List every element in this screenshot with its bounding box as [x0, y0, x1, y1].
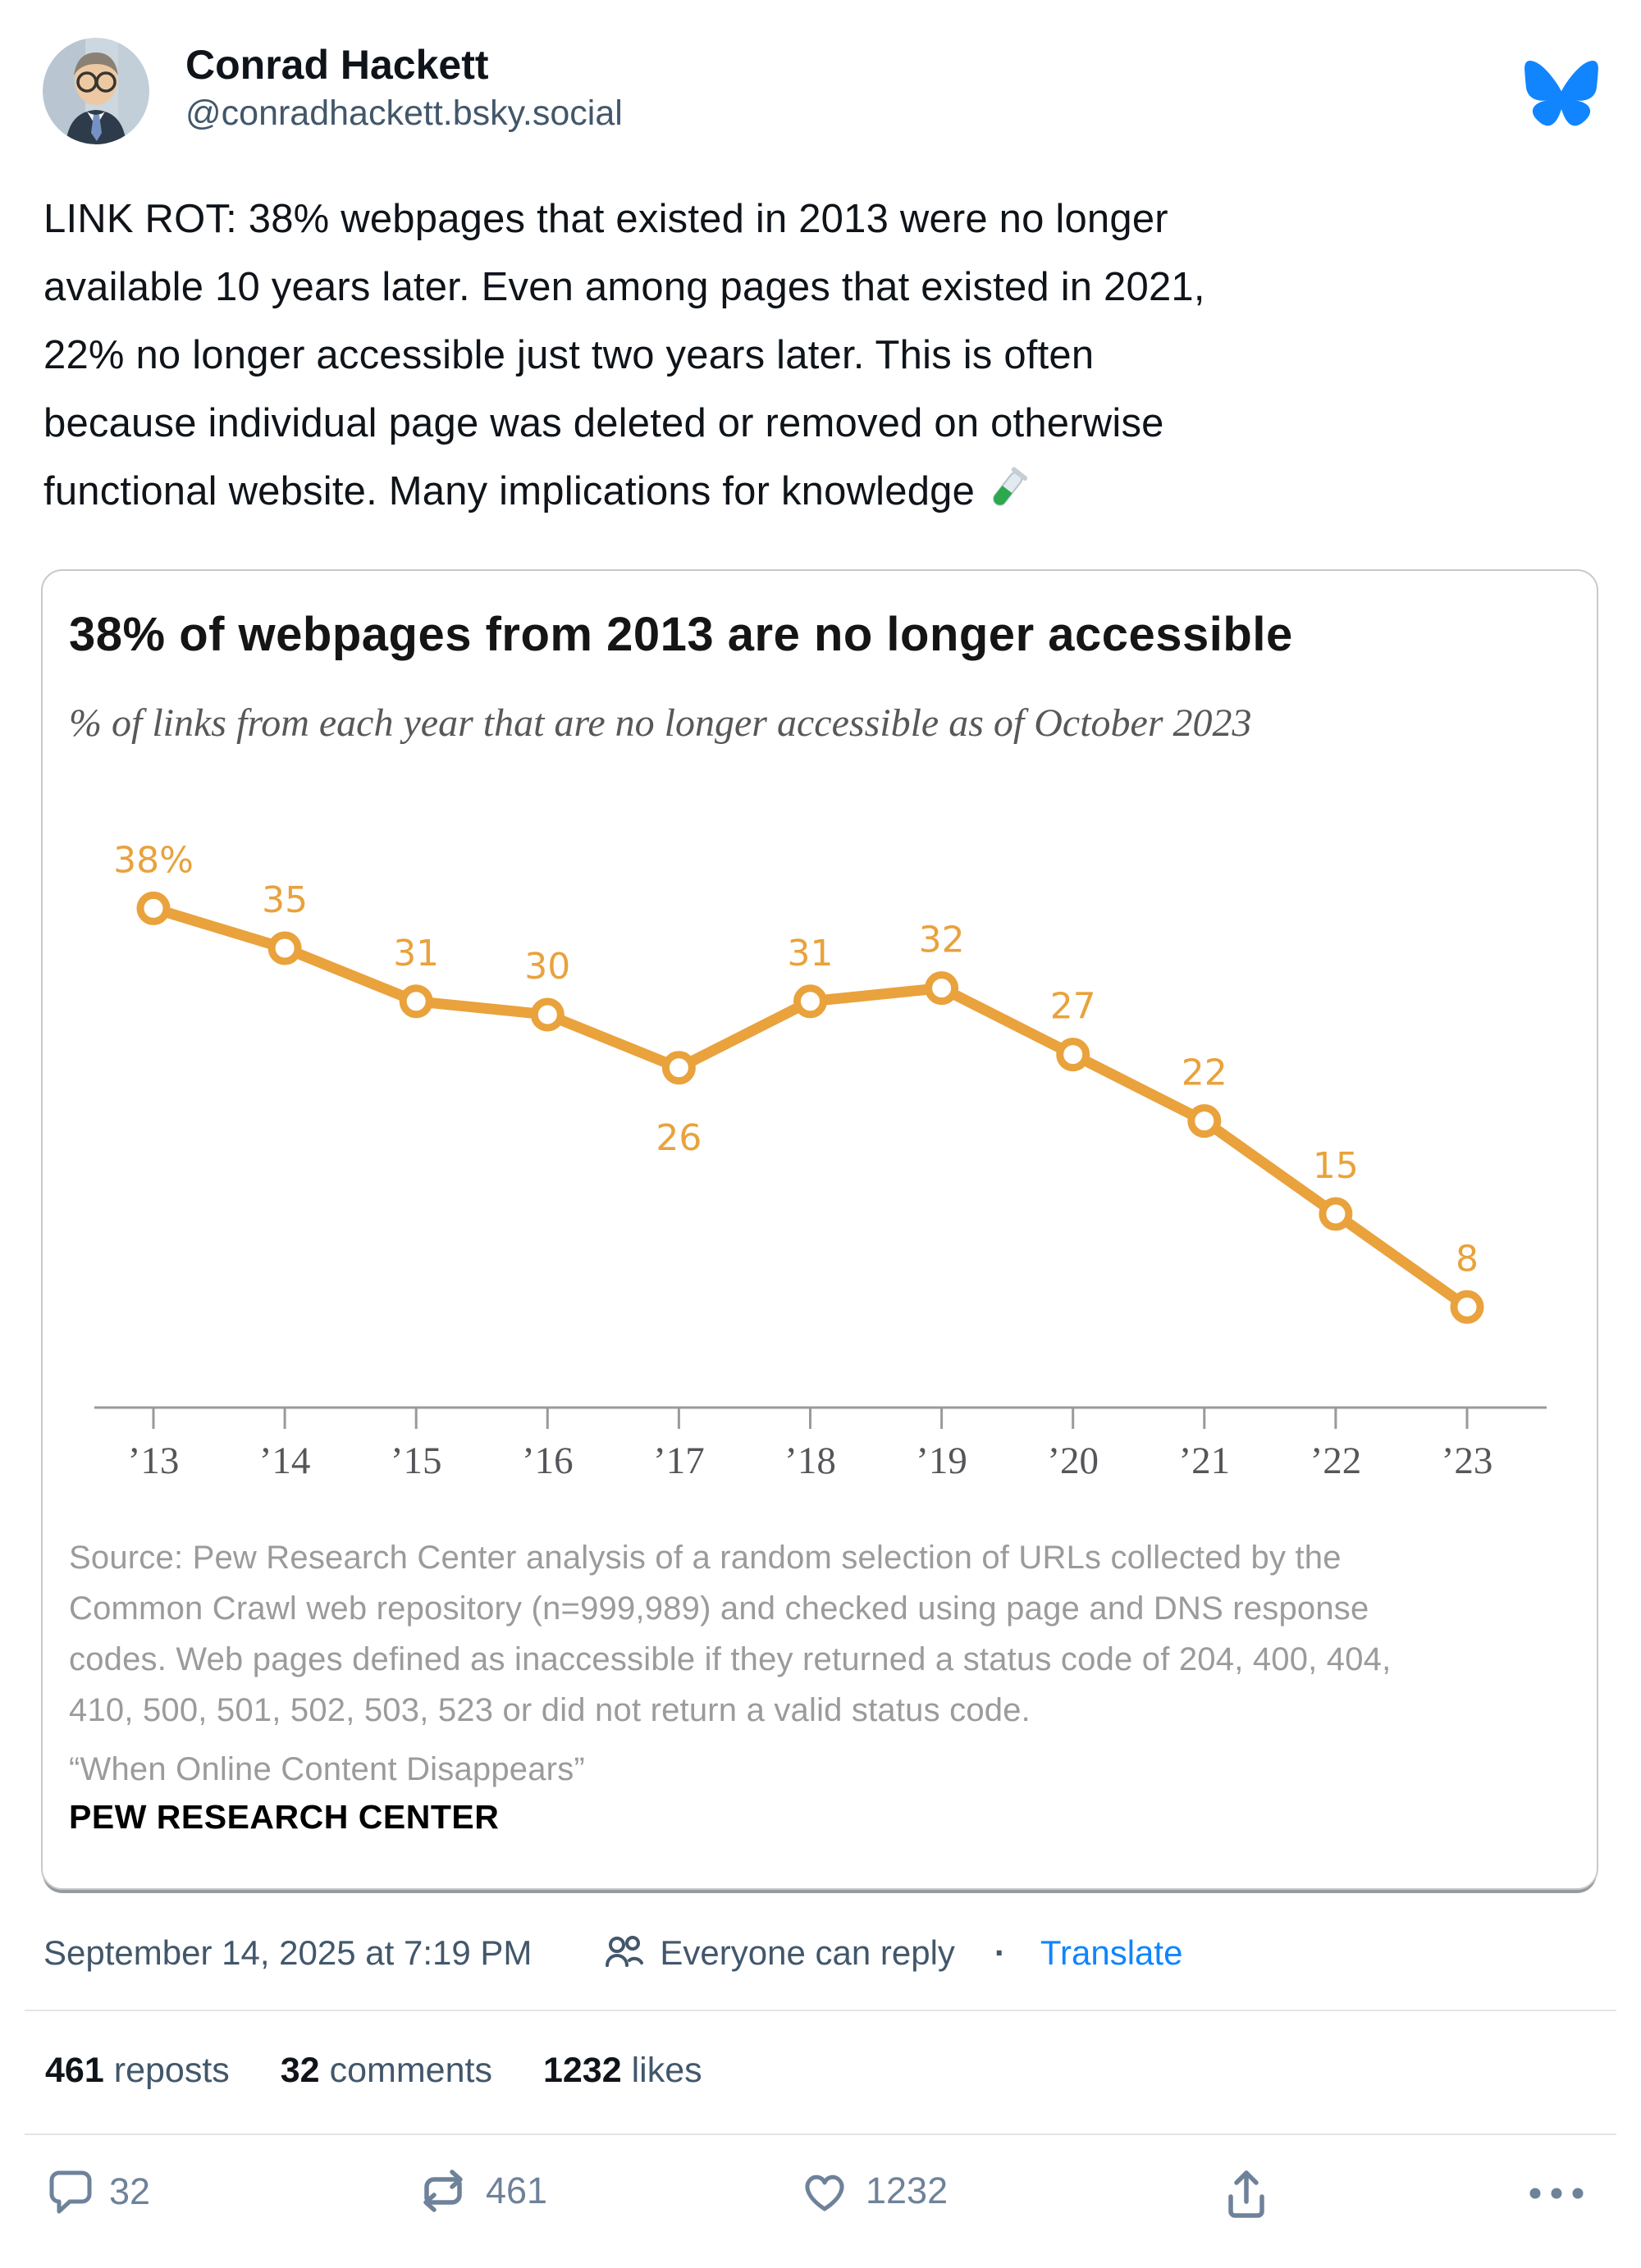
svg-text:’20: ’20 — [1047, 1440, 1099, 1482]
stats-row: 461 reposts 32 comments 1232 likes — [45, 2051, 702, 2091]
svg-text:38%: 38% — [113, 839, 194, 881]
svg-text:35: 35 — [262, 879, 308, 921]
svg-text:22: 22 — [1182, 1052, 1227, 1094]
meta-separator: · — [994, 1933, 1006, 1972]
svg-text:’23: ’23 — [1442, 1440, 1493, 1482]
svg-text:’15: ’15 — [391, 1440, 442, 1482]
avatar[interactable] — [43, 38, 149, 144]
divider — [25, 2133, 1616, 2135]
chart-subtitle: % of links from each year that are no lo… — [69, 701, 1252, 745]
svg-text:32: 32 — [919, 920, 965, 961]
comment-icon — [49, 2170, 92, 2214]
svg-text:’21: ’21 — [1178, 1440, 1230, 1482]
more-options-button[interactable] — [1528, 2187, 1585, 2200]
post-body-line: 22% no longer accessible just two years … — [43, 333, 1095, 377]
repost-icon — [423, 2170, 463, 2212]
svg-text:’19: ’19 — [916, 1440, 967, 1482]
svg-text:31: 31 — [393, 933, 439, 974]
report-title-quote: “When Online Content Disappears” — [69, 1751, 585, 1787]
chart-card: 38% of webpages from 2013 are no longer … — [41, 569, 1598, 1890]
svg-text:30: 30 — [524, 946, 570, 988]
bluesky-logo-icon — [1524, 61, 1598, 126]
timestamp: September 14, 2025 at 7:19 PM — [43, 1933, 533, 1972]
test-tube-emoji — [993, 467, 1028, 506]
svg-text:’14: ’14 — [259, 1440, 311, 1482]
everyone-can-reply-icon — [606, 1936, 644, 1967]
reply-setting: Everyone can reply — [660, 1933, 955, 1972]
svg-text:’18: ’18 — [784, 1440, 836, 1482]
svg-text:’22: ’22 — [1310, 1440, 1362, 1482]
author-handle[interactable]: @conradhackett.bsky.social — [185, 94, 623, 133]
post-body-line: available 10 years later. Even among pag… — [43, 265, 1205, 309]
repost-button[interactable]: 461 — [417, 2167, 547, 2215]
svg-text:’13: ’13 — [128, 1440, 180, 1482]
pew-research-center-brand: PEW RESEARCH CENTER — [69, 1798, 500, 1836]
heart-icon — [805, 2174, 844, 2211]
svg-text:27: 27 — [1050, 986, 1096, 1028]
reposts-count-link[interactable]: 461 reposts — [45, 2051, 230, 2090]
chart-title: 38% of webpages from 2013 are no longer … — [69, 608, 1293, 661]
like-count: 1232 — [866, 2170, 948, 2211]
share-button[interactable] — [1223, 2167, 1270, 2220]
post-body-line: LINK ROT: 38% webpages that existed in 2… — [43, 197, 1168, 241]
comment-button[interactable]: 32 — [45, 2167, 150, 2216]
avatar-portrait — [43, 38, 149, 144]
author-name[interactable]: Conrad Hackett — [185, 42, 489, 88]
likes-count-link[interactable]: 1232 likes — [542, 2051, 702, 2090]
share-icon — [1228, 2170, 1264, 2218]
translate-link[interactable]: Translate — [1040, 1933, 1183, 1972]
svg-text:’16: ’16 — [522, 1440, 574, 1482]
svg-text:8: 8 — [1456, 1238, 1479, 1280]
post-body: LINK ROT: 38% webpages that existed in 2… — [43, 185, 1611, 526]
comment-count: 32 — [109, 2170, 151, 2212]
post-body-line: because individual page was deleted or r… — [43, 401, 1164, 445]
line-chart: ’13 ’14 ’15 ’16 ’17 ’18 ’19 ’20 ’21 ’22 ’23 38% 35 31… — [94, 839, 1547, 1482]
post-body-line: functional website. Many implications fo… — [43, 458, 1611, 526]
like-button[interactable]: 1232 — [800, 2167, 948, 2215]
svg-text:26: 26 — [656, 1117, 702, 1159]
chart-source-note: Source: Pew Research Center analysis of … — [69, 1532, 1391, 1795]
ellipsis-icon — [1529, 2188, 1584, 2199]
comments-count[interactable]: 32 comments — [280, 2051, 492, 2090]
svg-text:31: 31 — [788, 933, 834, 974]
svg-text:15: 15 — [1313, 1145, 1359, 1187]
divider — [25, 2010, 1616, 2011]
post-meta-row: September 14, 2025 at 7:19 PM Everyone c… — [43, 1933, 1182, 1974]
svg-text:’17: ’17 — [653, 1440, 705, 1482]
repost-count: 461 — [486, 2170, 548, 2211]
